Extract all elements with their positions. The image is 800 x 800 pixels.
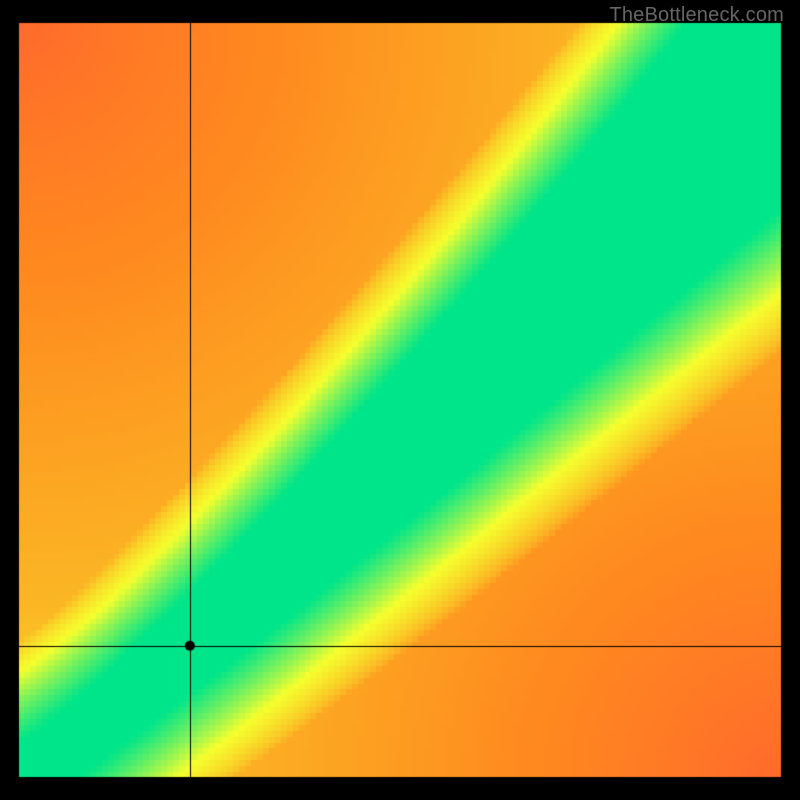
brand-watermark: TheBottleneck.com <box>609 4 784 27</box>
bottleneck-heatmap <box>0 0 800 800</box>
